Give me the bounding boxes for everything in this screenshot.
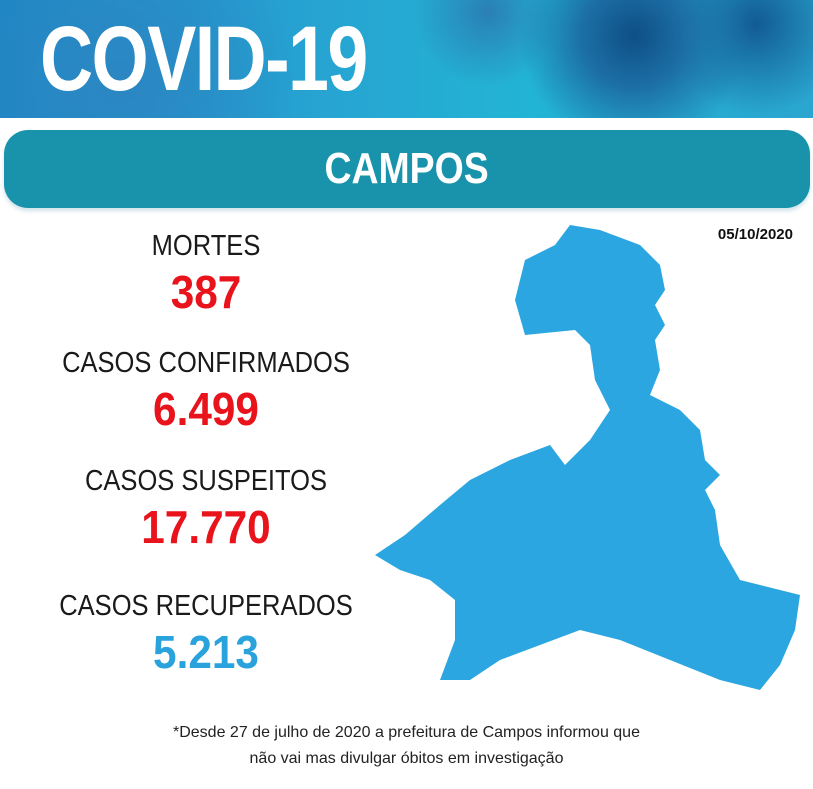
stat-value: 17.770 bbox=[141, 501, 271, 553]
stat-label: CASOS SUSPEITOS bbox=[84, 465, 328, 497]
stat-label: CASOS RECUPERADOS bbox=[59, 590, 353, 622]
report-date: 05/10/2020 bbox=[717, 226, 793, 243]
stat-confirmados: CASOS CONFIRMADOS 6.499 bbox=[0, 347, 412, 436]
stat-value: 6.499 bbox=[153, 383, 259, 435]
header-banner: COVID-19 bbox=[0, 0, 813, 118]
header-title: COVID-19 bbox=[40, 8, 368, 110]
footnote-line1: *Desde 27 de julho de 2020 a prefeitura … bbox=[173, 724, 640, 741]
stat-mortes: MORTES 387 bbox=[0, 230, 412, 319]
footnote-line2: não vai mas divulgar óbitos em investiga… bbox=[249, 750, 564, 767]
stat-label: MORTES bbox=[151, 230, 261, 262]
stat-recuperados: CASOS RECUPERADOS 5.213 bbox=[0, 590, 412, 679]
stat-value: 387 bbox=[170, 266, 242, 318]
city-bar: CAMPOS bbox=[4, 130, 810, 208]
stat-label: CASOS CONFIRMADOS bbox=[62, 347, 350, 379]
footnote: *Desde 27 de julho de 2020 a prefeitura … bbox=[0, 720, 813, 772]
stat-suspeitos: CASOS SUSPEITOS 17.770 bbox=[0, 465, 412, 554]
city-name: CAMPOS bbox=[324, 144, 490, 193]
municipality-shape bbox=[375, 225, 800, 690]
stat-value: 5.213 bbox=[153, 626, 259, 678]
